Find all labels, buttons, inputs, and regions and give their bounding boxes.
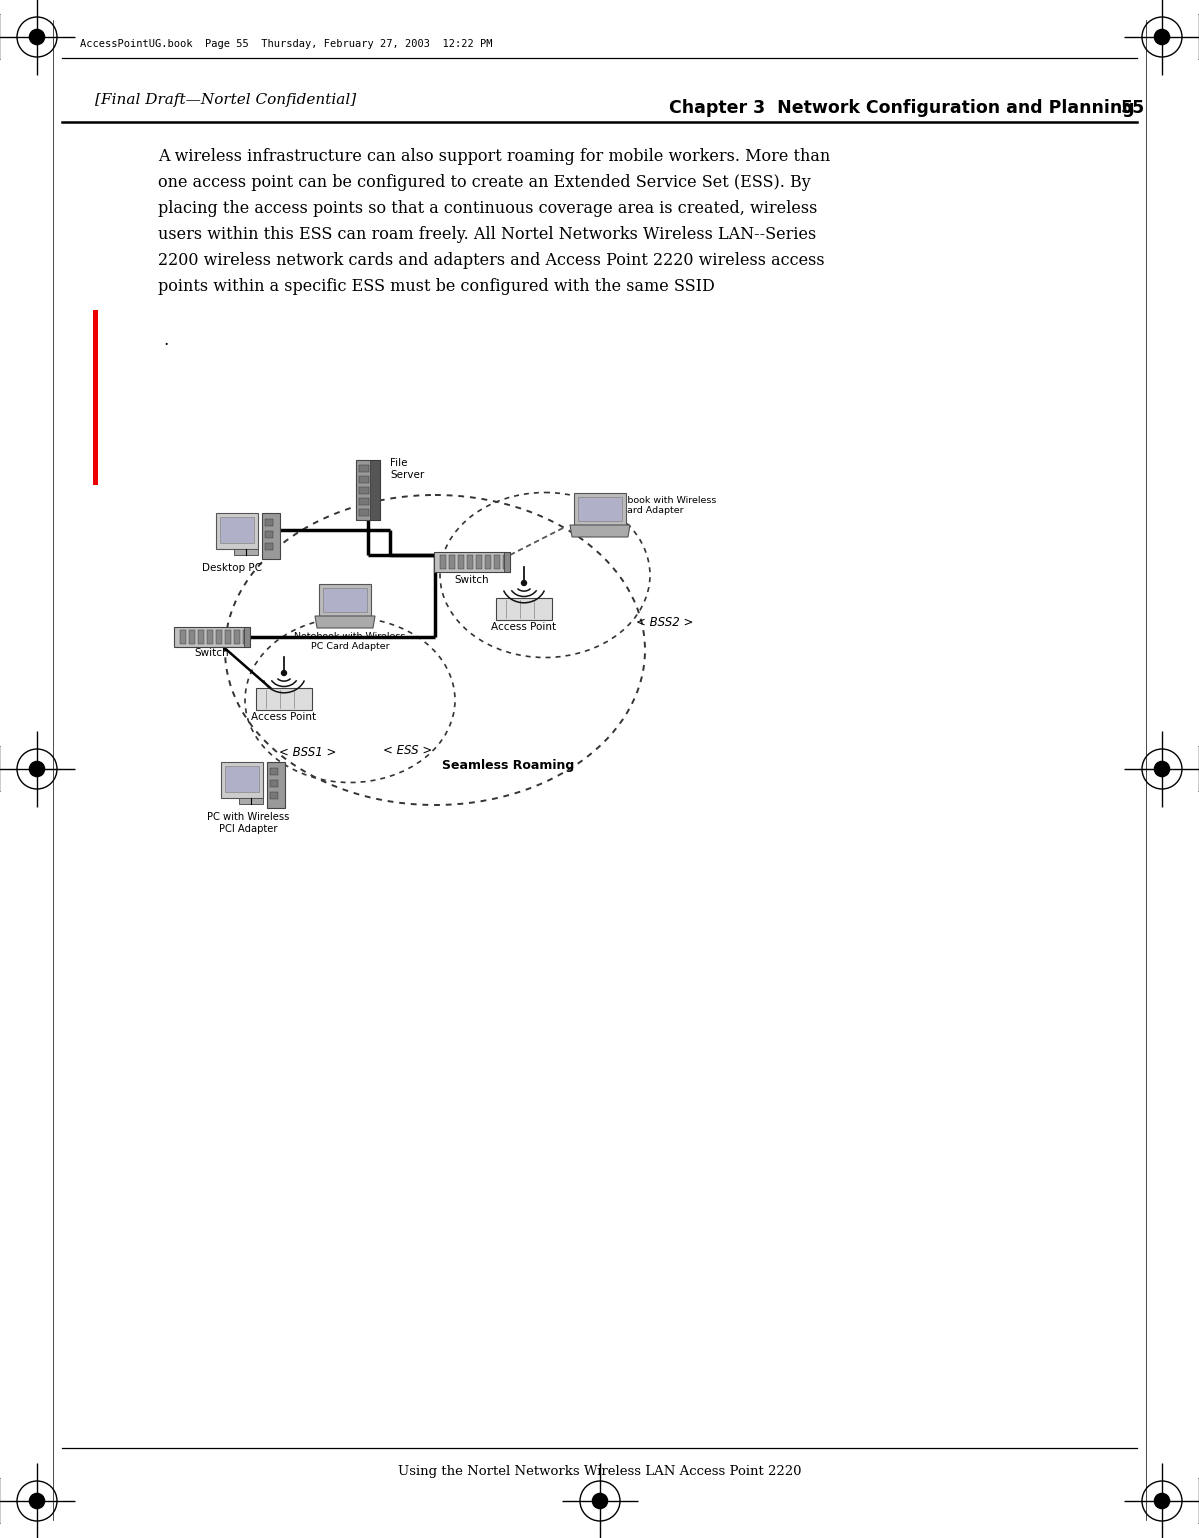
Bar — [189, 631, 195, 644]
Text: Desktop PC: Desktop PC — [201, 563, 263, 574]
Bar — [434, 552, 510, 572]
Text: Access Point: Access Point — [252, 712, 317, 721]
Text: Seamless Roaming: Seamless Roaming — [442, 758, 574, 772]
Text: AccessPointUG.book  Page 55  Thursday, February 27, 2003  12:22 PM: AccessPointUG.book Page 55 Thursday, Feb… — [80, 38, 493, 49]
Circle shape — [282, 671, 287, 675]
Bar — [496, 598, 552, 620]
Polygon shape — [315, 617, 375, 628]
Text: one access point can be configured to create an Extended Service Set (ESS). By: one access point can be configured to cr… — [158, 174, 811, 191]
Text: 2200 wireless network cards and adapters and Access Point 2220 wireless access: 2200 wireless network cards and adapters… — [158, 252, 825, 269]
Text: [Final Draft—Nortel Confidential]: [Final Draft—Nortel Confidential] — [95, 92, 356, 108]
Bar — [265, 518, 273, 526]
Text: Chapter 3  Network Configuration and Planning: Chapter 3 Network Configuration and Plan… — [669, 98, 1135, 117]
Circle shape — [1155, 29, 1169, 45]
Polygon shape — [570, 524, 629, 537]
Bar — [267, 761, 285, 807]
Text: 55: 55 — [1121, 98, 1145, 117]
Bar — [359, 488, 369, 494]
Text: < BSS1 >: < BSS1 > — [279, 746, 337, 758]
Text: File
Server: File Server — [390, 458, 424, 480]
Circle shape — [1155, 1493, 1169, 1509]
Bar — [448, 555, 454, 569]
Bar — [216, 631, 222, 644]
Text: < BSS2 >: < BSS2 > — [637, 615, 694, 629]
Text: Access Point: Access Point — [492, 621, 556, 632]
Text: points within a specific ESS must be configured with the same SSID: points within a specific ESS must be con… — [158, 278, 715, 295]
Bar — [219, 517, 254, 543]
Text: Notebook with Wireless
PC Card Adapter: Notebook with Wireless PC Card Adapter — [294, 632, 405, 652]
Bar — [216, 514, 258, 549]
Bar — [198, 631, 204, 644]
Text: Notebook with Wireless
PC Card Adapter: Notebook with Wireless PC Card Adapter — [605, 495, 716, 515]
Text: Switch: Switch — [454, 575, 489, 584]
Circle shape — [30, 29, 44, 45]
Bar — [494, 555, 500, 569]
Bar — [265, 543, 273, 551]
Bar — [476, 555, 482, 569]
Bar — [270, 780, 278, 787]
Bar — [319, 584, 370, 617]
Bar — [225, 631, 231, 644]
Bar — [323, 588, 367, 612]
Bar — [174, 628, 251, 647]
Bar — [234, 631, 240, 644]
Bar — [440, 555, 446, 569]
Bar — [578, 497, 622, 521]
Bar — [234, 549, 258, 555]
Bar — [243, 631, 249, 644]
Circle shape — [30, 761, 44, 777]
Text: .: . — [163, 332, 168, 349]
Bar — [359, 475, 369, 483]
Circle shape — [592, 1493, 608, 1509]
Text: placing the access points so that a continuous coverage area is created, wireles: placing the access points so that a cont… — [158, 200, 818, 217]
Bar — [245, 628, 251, 647]
Bar — [466, 555, 472, 569]
Bar — [94, 311, 98, 484]
Bar — [504, 555, 510, 569]
Bar — [180, 631, 186, 644]
Bar — [270, 792, 278, 800]
Bar — [486, 555, 492, 569]
Bar — [207, 631, 213, 644]
Bar — [574, 494, 626, 524]
Text: A wireless infrastructure can also support roaming for mobile workers. More than: A wireless infrastructure can also suppo… — [158, 148, 830, 165]
Bar — [263, 514, 281, 558]
Bar — [458, 555, 464, 569]
Circle shape — [30, 1493, 44, 1509]
Circle shape — [522, 580, 526, 586]
Text: PC with Wireless
PCI Adapter: PC with Wireless PCI Adapter — [206, 812, 289, 834]
Bar — [265, 531, 273, 538]
Bar — [359, 498, 369, 504]
Bar — [270, 767, 278, 775]
Bar — [356, 460, 380, 520]
Bar — [221, 761, 263, 798]
Text: Switch: Switch — [194, 647, 229, 658]
Bar — [225, 766, 259, 792]
Circle shape — [1155, 761, 1169, 777]
Bar — [257, 687, 312, 711]
Bar — [359, 509, 369, 517]
Text: users within this ESS can roam freely. All Nortel Networks Wireless LAN--Series: users within this ESS can roam freely. A… — [158, 226, 817, 243]
Bar — [370, 460, 380, 520]
Bar — [359, 464, 369, 472]
Bar — [504, 552, 510, 572]
Bar — [239, 798, 263, 804]
Text: < ESS >: < ESS > — [384, 743, 433, 757]
Text: Using the Nortel Networks Wireless LAN Access Point 2220: Using the Nortel Networks Wireless LAN A… — [398, 1466, 802, 1478]
